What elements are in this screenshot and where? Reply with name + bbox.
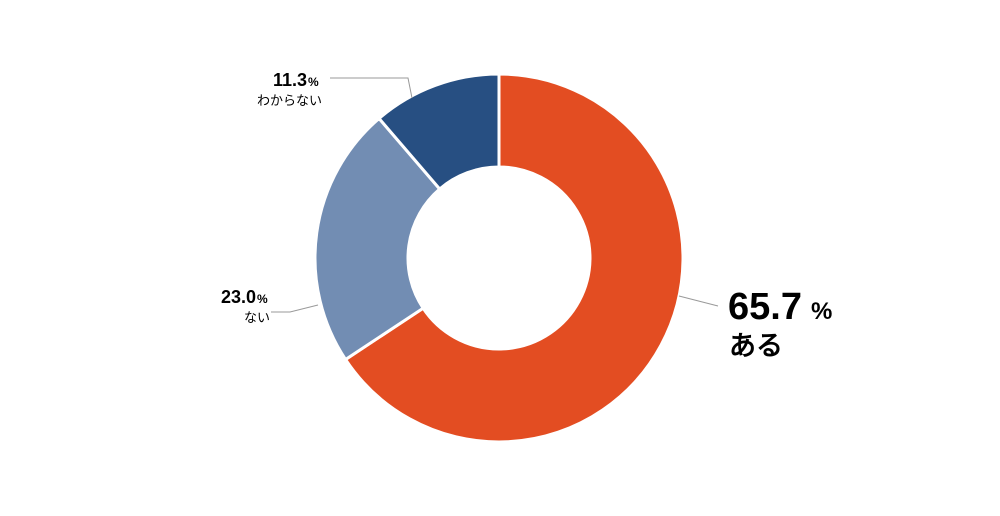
category-label-wakaranai: わからない [257,93,322,108]
category-label-aru: ある [729,331,783,361]
unit-label-aru: % [811,298,832,325]
slice-nai [313,116,442,362]
leader-line-wakaranai [330,77,413,99]
data-label-wakaranai: 11.3 % わからない [257,70,322,108]
data-label-nai: 23.0 % ない [221,287,270,325]
category-label-nai: ない [244,310,270,325]
donut-slices [313,72,685,444]
slice-aru [343,72,685,444]
value-label-aru: 65.7 [728,286,802,328]
unit-label-wakaranai: % [308,75,319,89]
slice-wakaranai [376,72,501,192]
value-label-wakaranai: 11.3 [273,70,307,90]
value-label-nai: 23.0 [221,287,256,307]
leader-line-nai [271,304,319,313]
leader-line-aru [678,295,719,307]
data-label-aru: 65.7 % ある [728,286,832,361]
unit-label-nai: % [257,292,268,306]
